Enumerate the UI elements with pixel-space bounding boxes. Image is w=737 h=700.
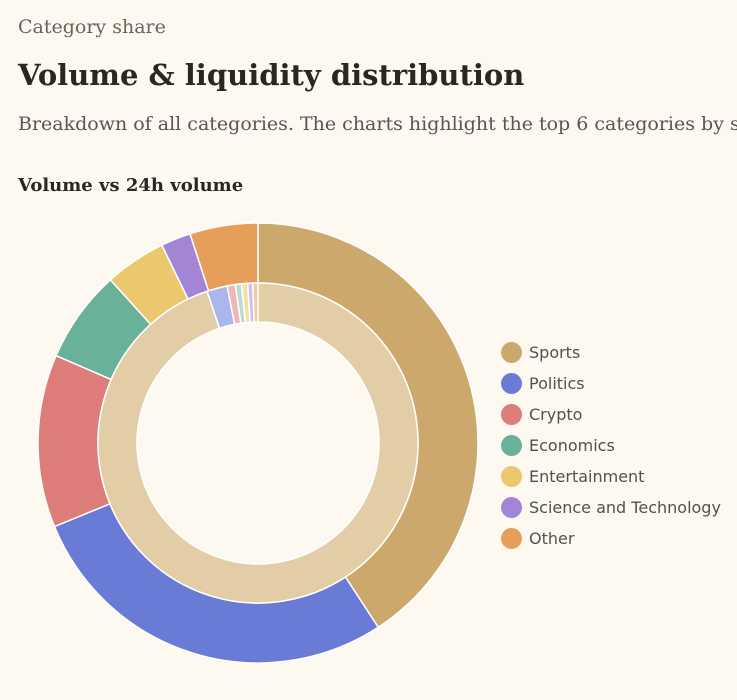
donut-chart [37,222,479,664]
legend-label: Other [529,529,575,548]
legend-item[interactable]: Other [501,523,721,554]
legend-item[interactable]: Sports [501,337,721,368]
legend-item[interactable]: Science and Technology [501,492,721,523]
legend-swatch-economics [501,435,522,456]
legend-item[interactable]: Entertainment [501,461,721,492]
legend-swatch-politics [501,373,522,394]
legend-item[interactable]: Politics [501,368,721,399]
legend-swatch-other [501,528,522,549]
section-eyebrow: Category share [18,16,166,38]
legend-label: Sports [529,343,581,362]
legend-swatch-science-and-technology [501,497,522,518]
legend-label: Entertainment [529,467,645,486]
legend-label: Crypto [529,405,583,424]
legend-item[interactable]: Crypto [501,399,721,430]
inner-slice-other[interactable] [252,282,259,323]
legend-swatch-sports [501,342,522,363]
chart-title: Volume vs 24h volume [18,175,244,196]
legend-swatch-crypto [501,404,522,425]
chart-legend: Sports Politics Crypto Economics Enterta… [501,337,721,554]
legend-swatch-entertainment [501,466,522,487]
inner-slice-sports[interactable] [97,282,419,604]
legend-label: Science and Technology [529,498,721,517]
legend-label: Politics [529,374,585,393]
legend-item[interactable]: Economics [501,430,721,461]
page-title: Volume & liquidity distribution [18,58,525,92]
legend-label: Economics [529,436,615,455]
page-subtitle: Breakdown of all categories. The charts … [18,113,737,135]
